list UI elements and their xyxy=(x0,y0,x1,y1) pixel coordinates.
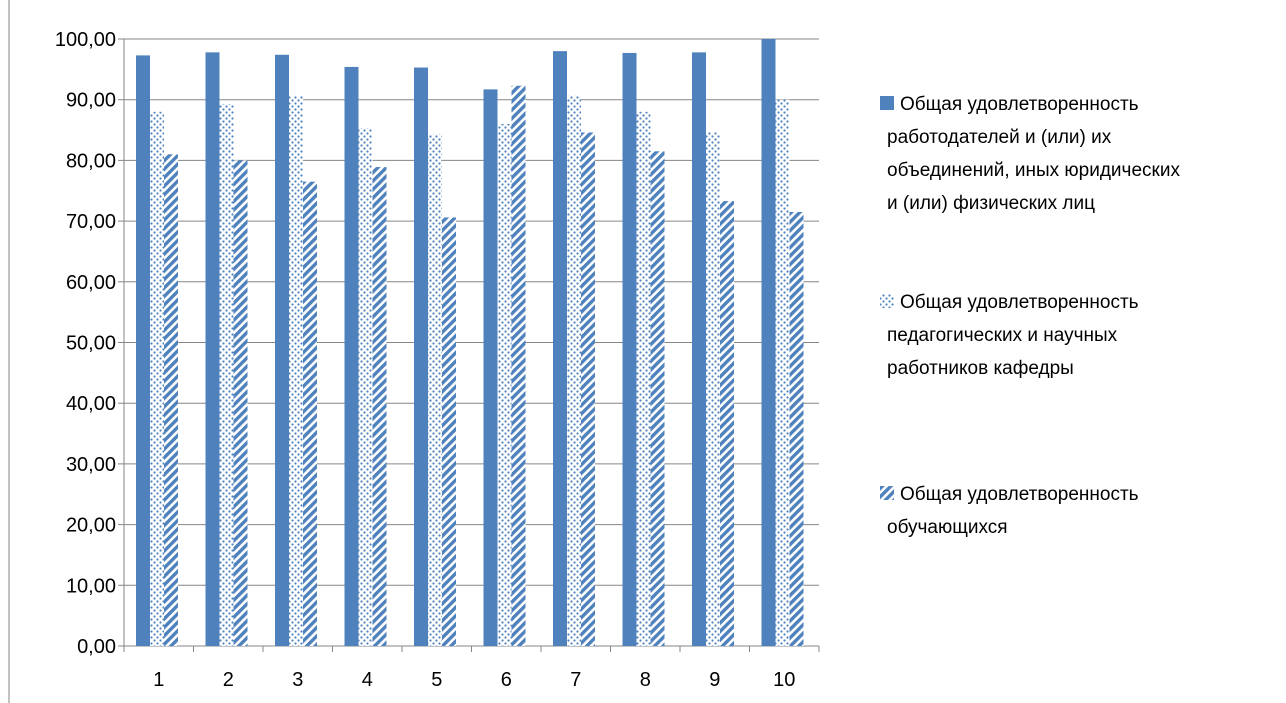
y-tick-label: 30,00 xyxy=(66,454,116,476)
bar-series-1-cat-8 xyxy=(622,52,637,646)
y-tick-label: 80,00 xyxy=(66,150,116,172)
bar-series-3-cat-6 xyxy=(511,85,526,646)
y-tick-label: 90,00 xyxy=(66,90,116,112)
bar-series-2-cat-10 xyxy=(775,99,790,646)
x-tick-label: 6 xyxy=(501,669,512,691)
bar-series-2-cat-9 xyxy=(706,131,720,647)
legend-swatch-3 xyxy=(880,486,894,500)
x-tick-label: 2 xyxy=(223,669,234,691)
bar-series-1-cat-7 xyxy=(553,51,567,646)
x-tick-label: 7 xyxy=(570,669,581,691)
legend-entry-3: Общая удовлетворенность обучающихся xyxy=(887,484,1139,538)
bar-series-3-cat-7 xyxy=(581,132,595,646)
y-tick-label: 70,00 xyxy=(66,211,116,233)
y-tick-label: 50,00 xyxy=(66,333,116,355)
x-tick-label: 4 xyxy=(362,669,373,691)
x-tick-label: 1 xyxy=(153,669,164,691)
bar-series-1-cat-10 xyxy=(761,39,776,646)
bar-series-2-cat-4 xyxy=(358,128,373,646)
y-tick-label: 0,00 xyxy=(77,636,116,658)
bar-series-3-cat-2 xyxy=(233,160,248,646)
legend-entry-2: Общая удовлетворенность педагогических и … xyxy=(887,292,1139,379)
y-tick-label: 100,00 xyxy=(55,29,116,51)
legend-swatch-1 xyxy=(880,96,894,110)
legend-entry-1: Общая удовлетворенность работодателей и (… xyxy=(887,94,1180,214)
bar-series-1-cat-4 xyxy=(344,66,359,646)
bar-series-3-cat-4 xyxy=(372,167,387,646)
bar-series-1-cat-6 xyxy=(483,89,498,647)
legend: Общая удовлетворенность работодателей и (… xyxy=(880,94,1180,538)
x-tick-label: 3 xyxy=(292,669,303,691)
bar-series-2-cat-2 xyxy=(219,103,234,647)
x-axis-tick-labels: 1 2 3 4 5 6 7 8 9 10 xyxy=(153,669,795,691)
bar-series-3-cat-9 xyxy=(720,201,734,646)
y-tick-label: 10,00 xyxy=(66,575,116,597)
bar-series-1-cat-5 xyxy=(414,67,428,647)
bar-series-3-cat-10 xyxy=(789,211,804,646)
bar-series-2-cat-8 xyxy=(636,111,651,647)
bar-series-2-cat-6 xyxy=(497,123,512,647)
bar-series-2-cat-7 xyxy=(567,95,581,647)
x-tick-label: 8 xyxy=(640,669,651,691)
bar-series-1-cat-9 xyxy=(692,52,706,646)
bar-series-3-cat-3 xyxy=(303,181,317,646)
bar-series-2-cat-1 xyxy=(150,111,164,647)
bar-series-3-cat-8 xyxy=(650,151,665,647)
bar-series-1-cat-3 xyxy=(275,54,289,647)
bar-series-2-cat-5 xyxy=(428,134,442,646)
y-tick-label: 60,00 xyxy=(66,272,116,294)
bar-series-3-cat-5 xyxy=(442,217,456,646)
bar-series-3-cat-1 xyxy=(164,154,178,646)
chart-frame xyxy=(8,0,10,703)
x-tick-label: 5 xyxy=(431,669,442,691)
x-tick-label: 9 xyxy=(709,669,720,691)
y-tick-label: 40,00 xyxy=(66,393,116,415)
y-tick-label: 20,00 xyxy=(66,515,116,537)
legend-swatch-2 xyxy=(880,294,894,308)
bar-series-2-cat-3 xyxy=(289,96,303,647)
bar-series-1-cat-2 xyxy=(205,52,220,646)
y-axis-tick-labels: 0,00 10,00 20,00 30,00 40,00 50,00 60,00 70,00 8… xyxy=(55,29,116,658)
bars xyxy=(136,39,804,647)
bar-series-1-cat-1 xyxy=(136,55,150,647)
x-tick-label: 10 xyxy=(773,669,795,691)
